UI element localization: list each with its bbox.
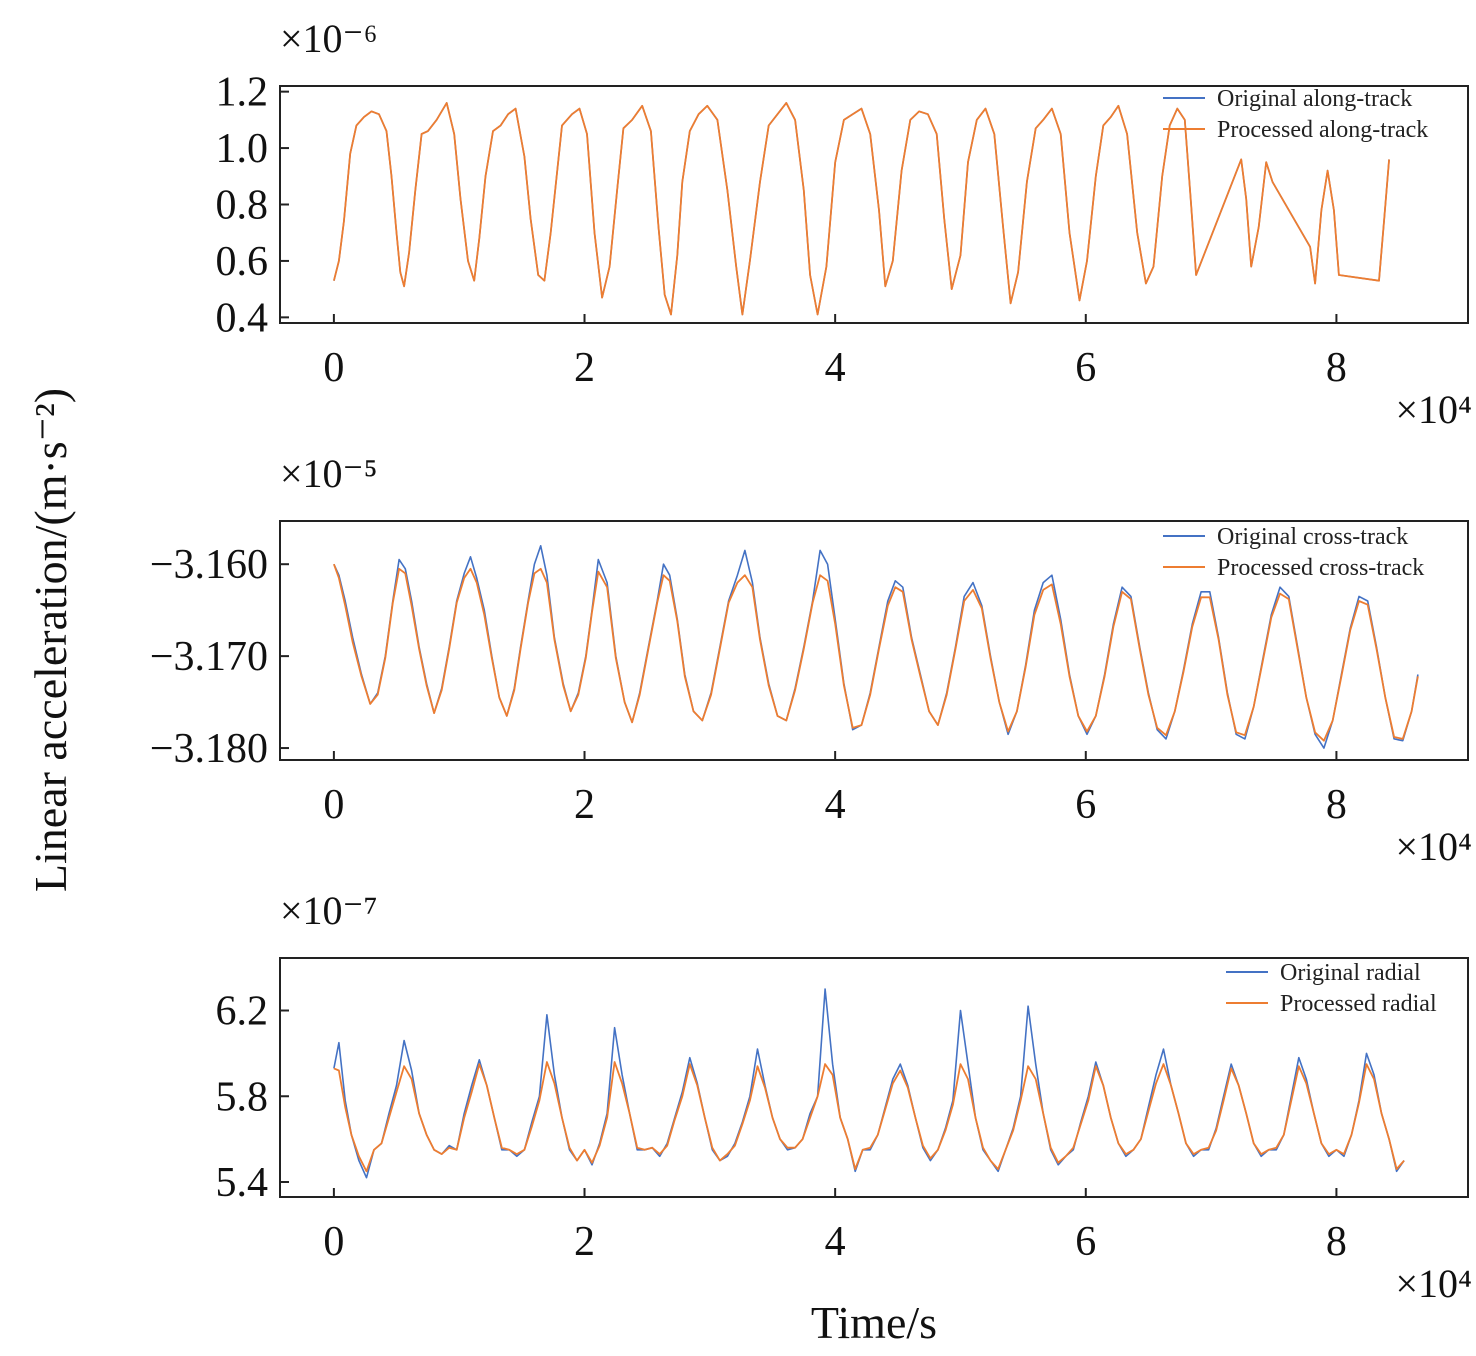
legend-entry: Processed cross-track — [1217, 555, 1424, 581]
legend-entry: Original radial — [1280, 960, 1421, 986]
panel-radial: 5.4 5.8 6.2 0 2 4 6 8 ×10⁻⁷ ×10⁴ Original radial Pr… — [216, 888, 1473, 1306]
y-tick-label: −3.160 — [150, 542, 268, 588]
y-tick-label: 5.8 — [216, 1074, 269, 1120]
series-line-original — [334, 989, 1404, 1178]
legend-entry: Processed radial — [1280, 991, 1437, 1017]
x-multiplier: ×10⁴ — [1395, 824, 1472, 869]
y-axis-title: Linear acceleration/(m·s⁻²) — [25, 388, 76, 892]
legend: Original along-track Processed along-trac… — [1163, 86, 1428, 143]
x-tick-label: 4 — [825, 345, 846, 391]
x-tick-label: 2 — [574, 1219, 595, 1265]
x-multiplier: ×10⁴ — [1395, 1261, 1472, 1306]
series-line-processed — [334, 1062, 1404, 1171]
legend-entry: Processed along-track — [1217, 117, 1428, 143]
legend: Original radial Processed radial — [1226, 960, 1437, 1017]
series-line-processed — [334, 564, 1418, 741]
panel-cross-track: −3.160 −3.170 −3.180 0 2 4 6 8 ×10⁻⁵ ×10⁴ Original… — [150, 451, 1472, 869]
x-tick-label: 4 — [825, 782, 846, 828]
x-tick-label: 2 — [574, 345, 595, 391]
x-tick-label: 4 — [825, 1219, 846, 1265]
x-tick-label: 6 — [1075, 345, 1096, 391]
x-tick-label: 8 — [1326, 782, 1347, 828]
y-tick-label: 0.8 — [216, 183, 269, 229]
x-tick-label: 8 — [1326, 345, 1347, 391]
x-tick-label: 6 — [1075, 1219, 1096, 1265]
legend-entry: Original along-track — [1217, 86, 1412, 112]
x-tick-label: 0 — [323, 1219, 344, 1265]
y-tick-label: 6.2 — [216, 989, 269, 1035]
x-multiplier: ×10⁴ — [1395, 387, 1472, 432]
y-tick-label: 1.0 — [216, 126, 269, 172]
y-multiplier: ×10⁻⁵ — [280, 451, 378, 496]
y-tick-label: 1.2 — [216, 70, 269, 116]
y-tick-label: −3.180 — [150, 726, 268, 772]
y-tick-label: −3.170 — [150, 634, 268, 680]
y-tick-label: 5.4 — [216, 1160, 269, 1206]
figure-canvas: Linear acceleration/(m·s⁻²) Time/s 0.40.… — [0, 0, 1476, 1356]
x-tick-label: 8 — [1326, 1219, 1347, 1265]
legend: Original cross-track Processed cross-trac… — [1163, 524, 1424, 581]
x-tick-label: 2 — [574, 782, 595, 828]
x-tick-label: 0 — [323, 782, 344, 828]
x-tick-label: 6 — [1075, 782, 1096, 828]
panels-group: 0.4 0.6 0.8 1.0 1.2 0 2 4 6 8 ×10⁻⁶ ×10⁴ Original al… — [150, 16, 1472, 1306]
legend-entry: Original cross-track — [1217, 524, 1408, 550]
x-tick-label: 0 — [323, 345, 344, 391]
y-tick-label: 0.4 — [216, 295, 269, 341]
y-multiplier: ×10⁻⁶ — [280, 16, 378, 61]
y-tick-label: 0.6 — [216, 239, 269, 285]
y-multiplier: ×10⁻⁷ — [280, 888, 378, 933]
x-axis-title: Time/s — [811, 1297, 937, 1348]
panel-along-track: 0.4 0.6 0.8 1.0 1.2 0 2 4 6 8 ×10⁻⁶ ×10⁴ Original al… — [216, 16, 1473, 432]
